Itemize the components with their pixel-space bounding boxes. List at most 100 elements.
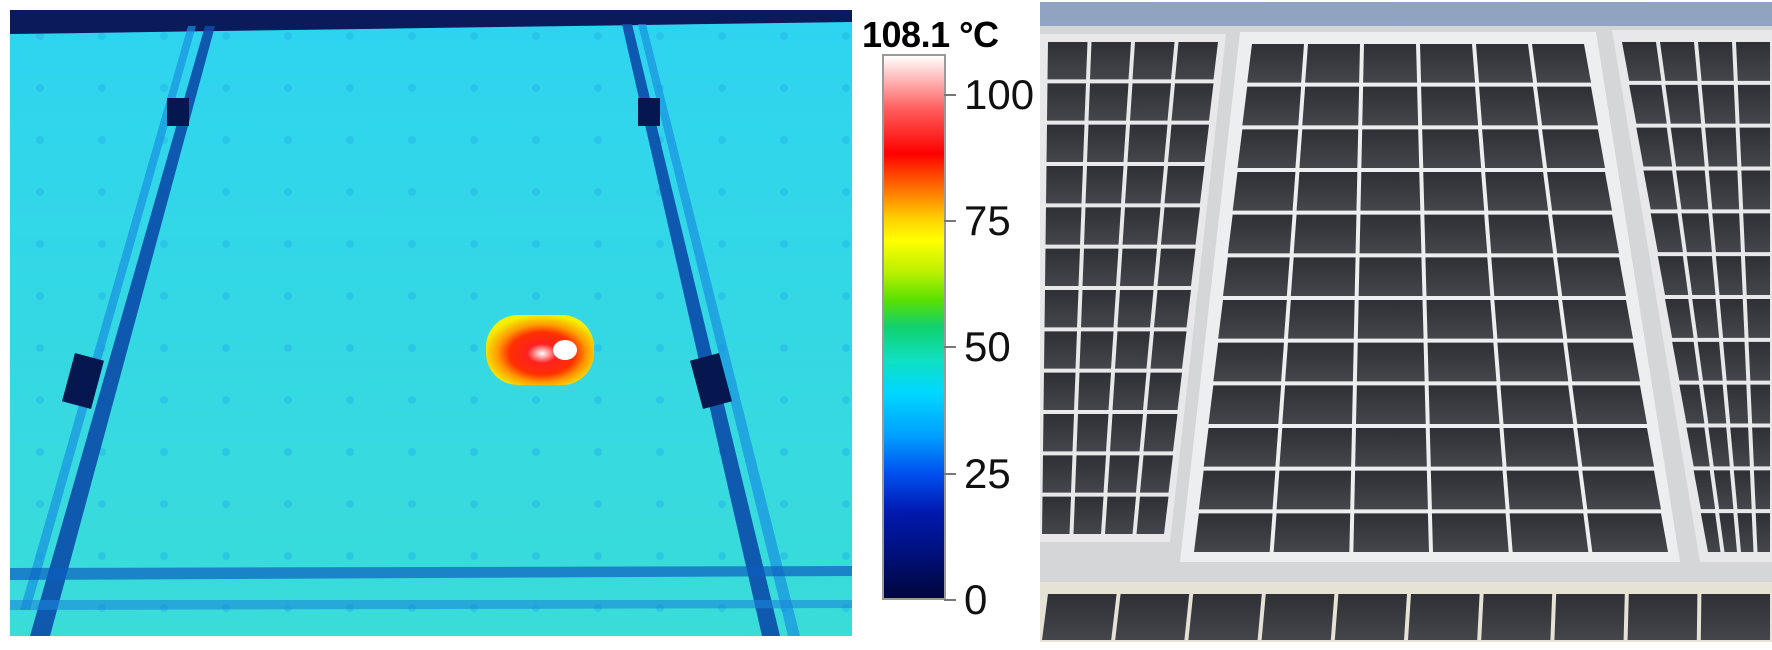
solar-cell — [1361, 129, 1420, 168]
solar-cell — [1082, 248, 1119, 286]
solar-cell — [1110, 414, 1143, 452]
colorbar-tick-mark — [944, 220, 956, 223]
colorbar-tick-label: 75 — [964, 197, 1011, 245]
solar-cell — [1430, 470, 1506, 510]
solar-cell — [1657, 256, 1689, 295]
solar-cell — [1737, 84, 1770, 124]
solar-cell — [1425, 257, 1491, 296]
solar-cell — [1358, 257, 1423, 296]
solar-cell — [1107, 455, 1140, 493]
solar-cell — [1681, 213, 1712, 253]
solar-cell — [1557, 257, 1626, 296]
solar-cell — [1356, 342, 1425, 382]
solar-cell — [1752, 427, 1770, 467]
solar-cell — [1421, 86, 1479, 126]
solar-cell — [1506, 470, 1584, 510]
solar-cell — [1208, 385, 1282, 424]
solar-cell — [1043, 414, 1074, 452]
colorbar-max-label: 108.1 °C — [862, 14, 999, 55]
solar-cell — [1085, 166, 1124, 204]
solar-cell — [1112, 372, 1147, 410]
solar-cell — [1698, 42, 1734, 81]
solar-cell — [1261, 594, 1335, 640]
solar-cell — [1353, 513, 1429, 552]
solar-cell — [1739, 127, 1770, 167]
solar-cell — [1047, 42, 1088, 80]
solar-cell — [1479, 86, 1539, 126]
solar-cell — [1360, 172, 1421, 211]
solar-cell — [1736, 42, 1770, 81]
solar-cell — [1676, 170, 1709, 210]
solar-cell — [1712, 213, 1741, 253]
solar-cell — [1755, 513, 1770, 552]
solar-cell — [1481, 594, 1553, 640]
colorbar-tick-mark — [944, 93, 956, 96]
solar-cell — [1726, 384, 1749, 424]
solar-cell — [1672, 341, 1699, 381]
solar-cell — [1198, 470, 1276, 510]
solar-cell — [1282, 385, 1353, 424]
colorbar-tick-label: 100 — [964, 70, 1035, 118]
solar-cell — [1087, 124, 1126, 162]
solar-cell — [1305, 44, 1360, 83]
colorbar-tick-mark — [944, 472, 956, 475]
solar-cell — [1357, 300, 1424, 339]
colorbar-tick-mark — [944, 599, 956, 601]
hotspot — [486, 315, 594, 385]
solar-cell — [1273, 513, 1351, 552]
solar-cell — [1296, 172, 1358, 211]
solar-cell — [1509, 513, 1589, 552]
solar-cell — [1491, 257, 1559, 296]
solar-cell — [1582, 470, 1661, 510]
solar-cell — [1117, 290, 1154, 328]
solar-cell — [1750, 384, 1770, 424]
solar-cell — [1643, 170, 1678, 210]
solar-cell — [1737, 513, 1754, 552]
solar-cell — [1078, 372, 1111, 410]
solar-cell — [1334, 594, 1407, 640]
solar-cell — [1552, 214, 1619, 254]
solar-cell — [1287, 300, 1355, 339]
solar-cell — [1428, 385, 1500, 424]
solar-cell — [1084, 207, 1121, 245]
solar-cell — [1427, 342, 1497, 382]
solar-cell — [1073, 496, 1104, 534]
solar-cell — [1293, 214, 1357, 254]
solar-cell — [1042, 455, 1073, 493]
solar-cell — [1218, 300, 1287, 339]
solar-cell — [1577, 428, 1654, 467]
solar-cell — [1075, 455, 1106, 493]
solar-cell — [1670, 127, 1705, 167]
solar-cell — [1650, 213, 1683, 253]
solar-cell — [1753, 470, 1770, 510]
solar-cell — [1692, 299, 1720, 338]
solar-cell — [1164, 166, 1205, 204]
solar-cell — [1719, 299, 1745, 338]
solar-cell — [1554, 594, 1625, 640]
solar-cell — [1154, 290, 1191, 328]
solar-cell — [1132, 42, 1175, 80]
solar-cell — [1743, 213, 1770, 253]
solar-cell — [1279, 428, 1352, 467]
solar-cell — [1237, 129, 1299, 168]
solar-cell — [1420, 44, 1476, 83]
solar-cell — [1500, 385, 1574, 424]
solar-cell — [1188, 594, 1262, 640]
solar-cell — [1494, 300, 1564, 339]
solar-cell — [1046, 124, 1085, 162]
solar-cell — [1741, 170, 1770, 210]
solar-cell — [1701, 84, 1736, 124]
solar-cell — [1744, 256, 1770, 295]
solar-cell — [1223, 257, 1290, 296]
solar-cell — [1532, 44, 1591, 83]
solar-cell — [1136, 496, 1169, 534]
solar-cell — [1140, 455, 1173, 493]
solar-cell — [1422, 129, 1482, 168]
solar-cell — [1105, 496, 1136, 534]
solar-cell — [1120, 248, 1157, 286]
solar-cell — [1627, 594, 1698, 640]
solar-cell — [1703, 384, 1727, 424]
solar-cell — [1488, 214, 1554, 254]
solar-cell — [1482, 129, 1544, 168]
solar-cell — [1076, 414, 1109, 452]
